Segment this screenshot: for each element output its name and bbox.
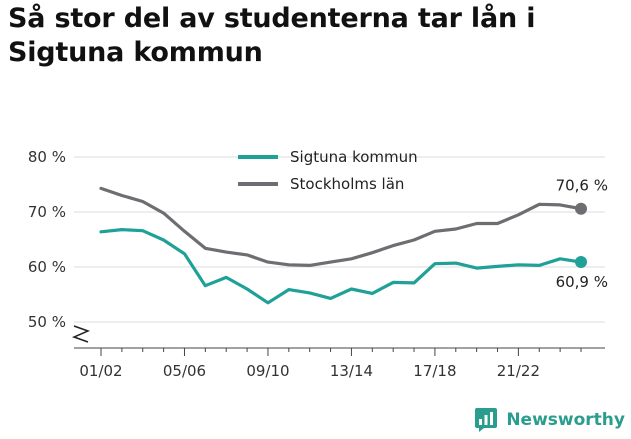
- series-line-0: [99, 228, 583, 305]
- x-tick-label: 17/18: [413, 362, 456, 380]
- axis-break-zigzag: [71, 325, 91, 343]
- x-tick-label: 09/10: [246, 362, 289, 380]
- x-tick-label: 13/14: [330, 362, 373, 380]
- axis-break-icon: [71, 325, 91, 343]
- gridlines: [74, 156, 605, 323]
- series-lines: [99, 186, 587, 305]
- chart-title: Så stor del av studenterna tar lån i Sig…: [8, 3, 536, 68]
- brand-name: Newsworthy: [506, 410, 625, 430]
- x-tick-label: 21/22: [497, 362, 540, 380]
- series-endpoint-1: [575, 202, 587, 215]
- legend-label: Sigtuna kommun: [290, 148, 418, 166]
- series-line-1: [99, 186, 583, 267]
- series-endpoint-0: [575, 256, 587, 269]
- newsworthy-logo-icon: [475, 408, 498, 432]
- legend: Sigtuna kommun Stockholms län: [238, 148, 418, 193]
- x-axis: 01/02 05/06 09/10 13/14 17/18 21/22: [74, 347, 605, 380]
- end-labels: 60,9 % 70,6 %: [556, 177, 608, 291]
- y-axis-tick-labels: 50 % 60 % 70 % 80 %: [28, 148, 66, 331]
- y-tick-label: 60 %: [28, 258, 66, 276]
- x-tick-label: 05/06: [163, 362, 206, 380]
- y-tick-label: 80 %: [28, 148, 66, 166]
- end-value-label: 60,9 %: [556, 273, 608, 291]
- y-tick-label: 70 %: [28, 203, 66, 221]
- end-value-label: 70,6 %: [556, 177, 608, 195]
- x-tick-label: 01/02: [79, 362, 122, 380]
- legend-label: Stockholms län: [290, 175, 404, 193]
- brand-logo: Newsworthy: [474, 407, 625, 433]
- y-tick-label: 50 %: [28, 313, 66, 331]
